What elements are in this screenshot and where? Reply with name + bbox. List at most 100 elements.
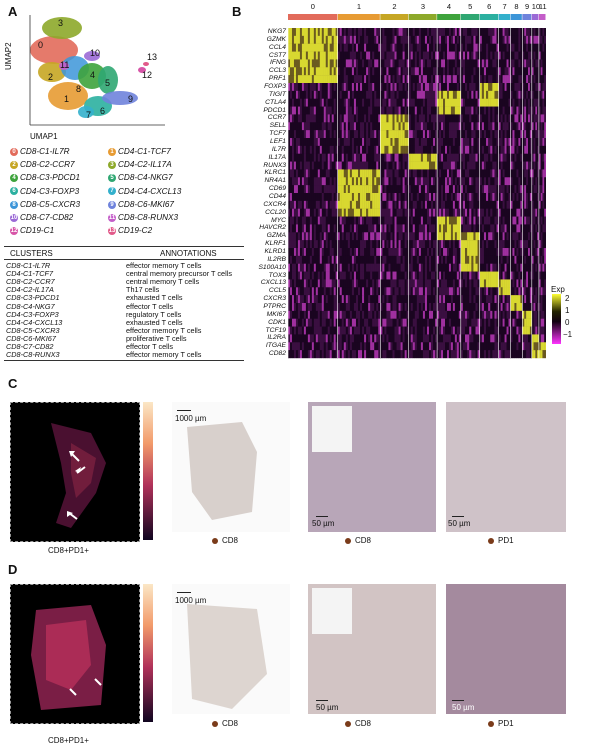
gene-label: MKI67: [266, 310, 286, 318]
heatmap-cell: [475, 310, 478, 319]
heatmap-cell: [424, 153, 428, 162]
heatmap-cell: [441, 114, 444, 123]
heatmap-cell: [492, 334, 495, 343]
heatmap-cell: [498, 59, 501, 68]
heatmap-cell: [329, 185, 332, 194]
heatmap-cell: [390, 161, 393, 170]
heatmap-cell: [311, 208, 315, 217]
heatmap-cell: [481, 106, 485, 115]
heatmap-cell: [297, 287, 301, 296]
heatmap-cell: [514, 153, 517, 162]
heatmap-cell: [382, 295, 385, 304]
heatmap-cell: [335, 232, 338, 241]
heatmap-cell: [309, 318, 313, 327]
heatmap-cell: [323, 350, 326, 359]
heatmap-cell: [370, 318, 373, 327]
heatmap-cell: [349, 106, 353, 115]
heatmap-cell: [378, 295, 381, 304]
heatmap-cell: [475, 177, 478, 186]
heatmap-cell: [467, 240, 470, 249]
heatmap-cell: [378, 122, 381, 131]
heatmap-cell: [392, 169, 395, 178]
heatmap-cell: [450, 271, 454, 280]
heatmap-cell: [349, 255, 353, 264]
heatmap-cell: [439, 185, 442, 194]
heatmap-cell: [508, 35, 511, 44]
heatmap-cell: [494, 98, 497, 107]
heatmap-cell: [520, 28, 523, 37]
heatmap-cell: [327, 240, 330, 249]
heatmap-cell: [456, 200, 460, 209]
heatmap-cell: [414, 114, 418, 123]
heatmap-cell: [412, 271, 416, 280]
heatmap-cell: [402, 326, 405, 335]
heatmap-cell: [323, 169, 326, 178]
heatmap-cell: [309, 114, 313, 123]
heatmap-cell: [439, 216, 442, 225]
heatmap-cell: [471, 334, 474, 343]
heatmap-cell: [353, 216, 357, 225]
heatmap-cell: [508, 122, 511, 131]
heatmap-cell: [443, 310, 446, 319]
heatmap-cell: [293, 224, 297, 233]
legend-swatch: 5: [108, 174, 116, 183]
heatmap-cell: [502, 122, 505, 131]
heatmap-cell: [291, 67, 295, 76]
heatmap-cell: [506, 177, 509, 186]
heatmap-cell: [289, 169, 293, 178]
heatmap-cell: [372, 28, 375, 37]
heatmap-cell: [446, 83, 450, 92]
heatmap-column-bar: [337, 14, 380, 20]
heatmap-cell: [390, 35, 393, 44]
heatmap-cell: [431, 208, 434, 217]
heatmap-cell: [380, 51, 383, 60]
heatmap-cell: [331, 153, 334, 162]
heatmap-cell: [412, 169, 416, 178]
heatmap-cell: [372, 177, 375, 186]
heatmap-cell: [473, 28, 476, 37]
heatmap-cell: [414, 35, 418, 44]
heatmap-cell: [293, 303, 297, 312]
heatmap-cell: [518, 145, 521, 154]
heatmap-cell: [388, 334, 391, 343]
heatmap-cell: [325, 98, 328, 107]
heatmap-cell: [329, 334, 332, 343]
heatmap-cell: [341, 342, 344, 351]
heatmap-cell: [435, 169, 438, 178]
heatmap-cell: [315, 295, 319, 304]
heatmap-cell: [380, 334, 383, 343]
heatmap-cell: [490, 310, 493, 319]
heatmap-cell: [433, 145, 436, 154]
heatmap-cell: [514, 263, 517, 272]
heatmap-cell: [462, 138, 466, 147]
heatmap-cell: [462, 318, 466, 327]
heatmap-cell: [402, 350, 405, 359]
heatmap-cell: [490, 83, 493, 92]
heatmap-cell: [339, 114, 342, 123]
umap-label: 7: [86, 110, 91, 120]
heatmap-cell: [390, 106, 393, 115]
heatmap-cell: [429, 145, 432, 154]
heatmap-cell: [460, 279, 464, 288]
heatmap-cell: [488, 75, 491, 84]
heatmap-cell: [477, 200, 480, 209]
heatmap-cell: [309, 279, 313, 288]
heatmap-cell: [386, 122, 389, 131]
heatmap-cell: [297, 130, 301, 139]
gene-label: S100A10: [258, 263, 286, 271]
heatmap-cell: [422, 303, 426, 312]
heatmap-cell: [418, 326, 422, 335]
heatmap-cell: [321, 35, 324, 44]
heatmap-cell: [384, 59, 387, 68]
heatmap-cell: [435, 224, 438, 233]
heatmap-cell: [392, 114, 395, 123]
heatmap-cell: [450, 208, 454, 217]
gene-label: PRF1: [268, 75, 286, 83]
heatmap-cell: [514, 216, 517, 225]
heatmap-cell: [464, 240, 468, 249]
heatmap-cell: [479, 35, 483, 44]
heatmap-cell: [305, 232, 309, 241]
umap-plot: 3 0 10 11 2 4 5 8 1 13 12 9 6 7: [29, 15, 165, 126]
heatmap-cell: [323, 248, 326, 257]
heatmap-cell: [331, 310, 334, 319]
